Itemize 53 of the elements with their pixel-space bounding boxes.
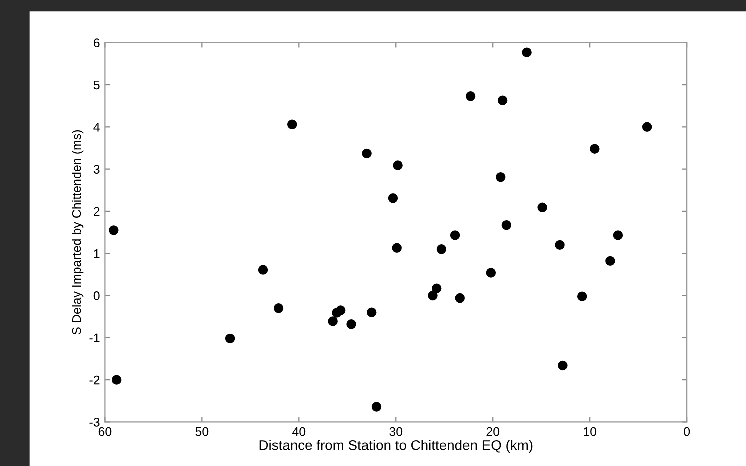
point (590, 144, 600, 154)
x-tick-label: 60 (98, 427, 112, 436)
y-tick-label: 1 (94, 250, 100, 258)
point (287, 120, 298, 130)
y-tick-label: 6 (94, 38, 100, 48)
point (392, 243, 402, 253)
x-axis-title: Distance from Station to Chittenden EQ (km) (260, 440, 533, 454)
x-tick-label: 30 (390, 427, 403, 436)
point (109, 226, 119, 236)
point (393, 160, 403, 170)
point (496, 172, 506, 182)
point (450, 230, 460, 240)
y-tick-label: -2 (90, 376, 100, 385)
point (274, 304, 284, 314)
point (466, 92, 476, 102)
point (522, 48, 532, 58)
y-axis-title: S Delay Imparted by Chittenden (ms) (72, 130, 84, 335)
point (538, 202, 548, 213)
point (558, 360, 568, 371)
y-tick-label: -3 (90, 418, 100, 427)
y-tick-label: 0 (94, 292, 100, 300)
y-tick-label: 4 (94, 123, 100, 132)
point (642, 122, 652, 132)
point (367, 308, 377, 318)
point (498, 96, 508, 106)
point (258, 265, 268, 275)
point (455, 293, 465, 304)
x-tick-label: 0 (684, 427, 690, 436)
point (606, 256, 616, 266)
x-tick-label: 20 (486, 427, 500, 436)
point (577, 292, 588, 302)
point (336, 306, 346, 316)
point (388, 194, 398, 204)
y-tick-label: 5 (94, 80, 100, 90)
point (555, 240, 565, 250)
point (486, 268, 496, 278)
point (372, 402, 382, 412)
x-tick-label: 50 (196, 427, 209, 436)
point (225, 334, 236, 344)
x-tick-label: 10 (584, 427, 597, 436)
point (346, 320, 356, 330)
x-tick-label: 40 (292, 427, 306, 436)
point (362, 148, 372, 159)
point (432, 284, 442, 294)
point (436, 244, 447, 254)
y-tick-label: -1 (90, 334, 100, 342)
point (428, 290, 438, 301)
point (502, 220, 512, 230)
point (613, 230, 624, 240)
point (328, 316, 338, 326)
y-tick-label: 2 (94, 207, 100, 216)
y-tick-label: 3 (94, 165, 100, 174)
point (112, 375, 122, 385)
